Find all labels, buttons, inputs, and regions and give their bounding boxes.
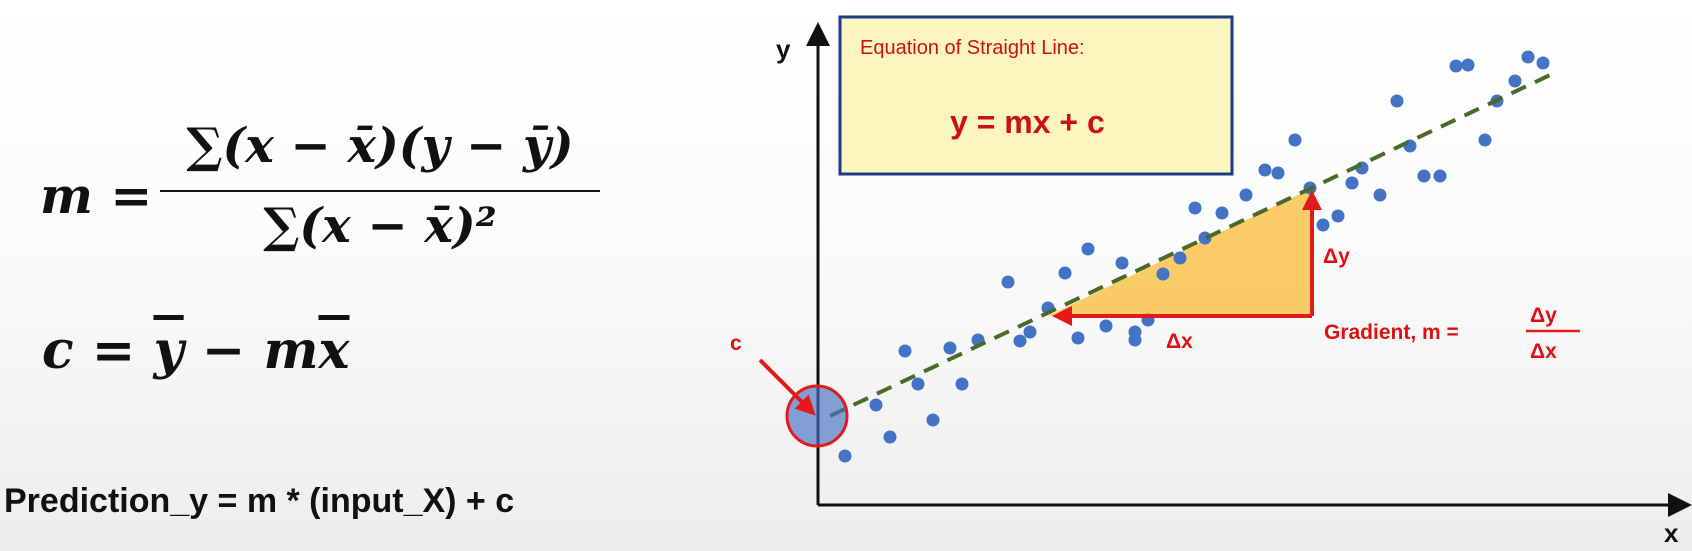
data-point [1071, 331, 1085, 345]
data-point [1390, 94, 1404, 108]
data-point [869, 398, 883, 412]
data-point [1215, 206, 1229, 220]
slope-formula: m = ∑(x − x̄)(y − ȳ) ∑(x − x̄)² [40, 118, 620, 268]
slope-denominator: ∑(x − x̄)² [263, 198, 497, 254]
gradient-frac-num: Δy [1530, 304, 1557, 327]
data-point [838, 449, 852, 463]
gradient-frac-den: Δx [1530, 340, 1557, 363]
data-point [1271, 166, 1285, 180]
equation-box-formula: y = mx + c [950, 104, 1105, 140]
data-point [1345, 176, 1359, 190]
data-point [1508, 74, 1522, 88]
data-point [898, 344, 912, 358]
data-point [1099, 319, 1113, 333]
data-point [1373, 188, 1387, 202]
data-point [1023, 325, 1037, 339]
x-axis-label: x [1664, 518, 1679, 548]
data-point [1417, 169, 1431, 183]
data-point [1449, 59, 1463, 73]
prediction-formula: Prediction_y = m * (input_X) + c [4, 482, 515, 520]
data-point [1316, 218, 1330, 232]
data-point [1536, 56, 1550, 70]
data-point [1331, 209, 1345, 223]
data-point [1013, 334, 1027, 348]
intercept-y-bar: y [153, 320, 184, 381]
intercept-arrow [758, 358, 816, 416]
gradient-label: Gradient, m = [1324, 321, 1459, 344]
intercept-label: c [730, 332, 742, 355]
intercept-formula-mid: − m [183, 320, 319, 381]
data-point [911, 377, 925, 391]
data-point [1239, 188, 1253, 202]
data-point [1115, 256, 1129, 270]
data-point [883, 430, 897, 444]
data-point [1001, 275, 1015, 289]
data-point [926, 413, 940, 427]
intercept-x-bar: x [318, 320, 350, 381]
intercept-formula-lhs: c = [42, 320, 154, 381]
slope-formula-lhs: m = [40, 166, 153, 225]
data-point [1461, 58, 1475, 72]
delta-x-label: Δx [1166, 330, 1193, 353]
data-point [1478, 133, 1492, 147]
data-point [1128, 333, 1142, 347]
data-point [1288, 133, 1302, 147]
slope-numerator: ∑(x − x̄)(y − ȳ) [186, 118, 574, 174]
fraction-bar [160, 190, 600, 192]
equation-box [838, 15, 1234, 176]
equation-box-title: Equation of Straight Line: [860, 37, 1085, 59]
data-point [1433, 169, 1447, 183]
data-point [1173, 251, 1187, 265]
delta-y-label: Δy [1323, 245, 1350, 268]
data-point [1156, 267, 1170, 281]
y-axis-label: y [776, 34, 791, 64]
data-point [1521, 50, 1535, 64]
data-point [1258, 163, 1272, 177]
data-point [955, 377, 969, 391]
data-point [1081, 242, 1095, 256]
intercept-formula: c = y − mx [42, 320, 350, 381]
best-fit-line [829, 73, 1551, 418]
data-point [1188, 201, 1202, 215]
data-point [943, 341, 957, 355]
data-point [1058, 266, 1072, 280]
